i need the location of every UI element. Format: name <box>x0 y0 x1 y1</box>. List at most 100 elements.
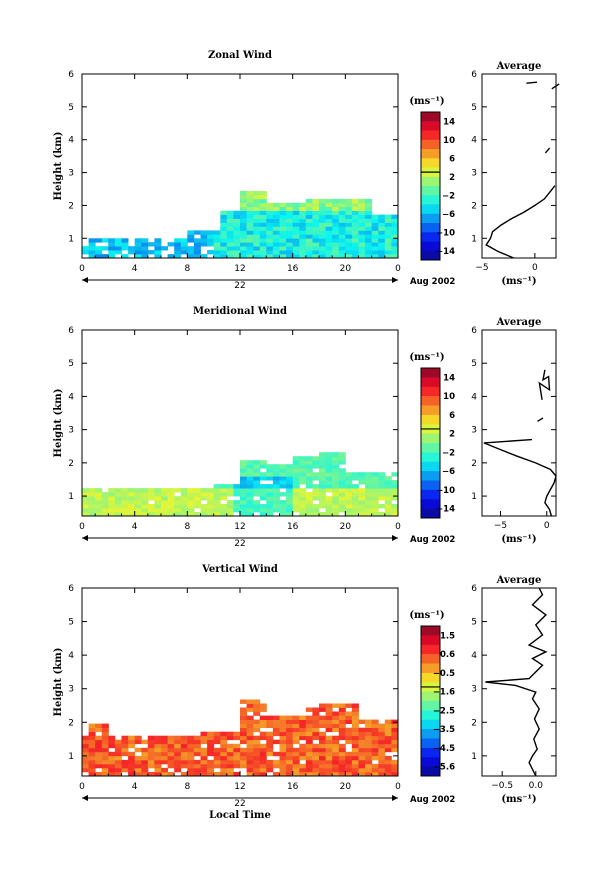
heat-cell <box>82 743 89 749</box>
colorbar-tick-label: −3.5 <box>433 725 455 735</box>
heat-cell <box>325 242 333 247</box>
heat-cell <box>319 456 326 461</box>
heat-cell <box>253 703 261 708</box>
heat-cell <box>101 772 109 777</box>
heat-cell <box>299 488 307 493</box>
heat-cell <box>358 472 366 477</box>
heat-cell <box>141 246 149 251</box>
heat-cell <box>365 719 373 724</box>
heat-cell <box>147 496 155 501</box>
colorbar-segment <box>421 672 440 683</box>
heat-cell <box>272 484 280 489</box>
heat-cell <box>286 735 294 741</box>
heat-cell <box>246 747 254 753</box>
heat-cell <box>384 504 392 509</box>
heat-cell <box>128 772 136 777</box>
heat-cell <box>240 723 247 728</box>
heat-cell <box>147 242 155 247</box>
heat-cell <box>351 727 359 733</box>
heat-cell <box>305 496 313 501</box>
heat-cell <box>319 512 326 517</box>
heat-cell <box>246 759 254 765</box>
heat-cell <box>358 500 366 505</box>
heat-cell <box>358 496 366 501</box>
heat-cell <box>88 246 96 251</box>
heat-cell <box>325 234 333 239</box>
heat-cell <box>345 198 353 204</box>
heat-cell <box>371 743 379 749</box>
heat-cell <box>319 452 326 457</box>
heat-cell <box>114 512 122 517</box>
heat-cell <box>338 488 346 493</box>
heat-cell <box>161 755 168 761</box>
heat-cell <box>312 202 320 208</box>
heat-cell <box>101 747 109 753</box>
heat-cell <box>292 731 300 737</box>
heat-cell <box>371 472 379 477</box>
heat-cell <box>338 246 346 251</box>
heat-cell <box>213 254 221 259</box>
heat-cell <box>312 731 320 737</box>
heat-cell <box>174 500 182 505</box>
heat-cell <box>299 238 307 243</box>
heat-cell <box>299 480 307 485</box>
heat-cell <box>378 242 386 247</box>
heat-cell <box>358 512 366 517</box>
heat-cell <box>325 246 333 251</box>
heat-cell <box>286 755 294 761</box>
heat-cell <box>101 755 109 761</box>
heat-cell <box>305 246 313 251</box>
heat-cell <box>193 500 201 505</box>
heat-cell <box>266 512 274 517</box>
heat-cell <box>134 508 142 513</box>
heat-cell <box>332 218 340 223</box>
heat-cell <box>193 246 201 251</box>
heat-cell <box>220 234 228 239</box>
average-profile-segment <box>538 369 551 400</box>
heat-cell <box>187 500 195 505</box>
heat-cell <box>272 715 280 720</box>
heat-cell <box>246 222 254 227</box>
heat-cell <box>272 500 280 505</box>
y-axis-label: Height (km) <box>53 389 64 458</box>
heat-cell <box>174 755 182 761</box>
heat-cell <box>325 727 333 733</box>
day-axis-arrow <box>392 277 398 283</box>
heat-cell <box>128 743 136 749</box>
heat-cell <box>279 238 287 243</box>
heat-cell <box>147 508 155 513</box>
heat-cell <box>292 496 300 501</box>
heat-cell <box>95 512 103 517</box>
heat-cell <box>332 735 340 741</box>
x-tick-label: 20 <box>340 522 352 532</box>
y-tick-label: 5 <box>68 359 74 369</box>
heat-cell <box>351 512 359 517</box>
heat-cell <box>240 226 247 231</box>
heat-cell <box>384 727 392 733</box>
heat-cell <box>305 226 313 231</box>
heat-cell <box>226 492 234 497</box>
heat-cell <box>114 747 122 753</box>
colorbar-tick-label: 6 <box>449 411 455 421</box>
heat-cell <box>365 480 373 485</box>
heat-cell <box>134 763 142 769</box>
heat-cell <box>305 456 313 461</box>
heat-cell <box>193 496 201 501</box>
heat-cell <box>240 206 247 211</box>
heat-cell <box>187 767 195 773</box>
heat-cell <box>246 480 254 485</box>
heat-cell <box>305 230 313 235</box>
heat-cell <box>213 739 221 745</box>
heat-cell <box>220 512 228 517</box>
heat-cell <box>108 238 116 243</box>
heat-cell <box>259 488 267 493</box>
heat-cell <box>108 242 116 247</box>
heat-cell <box>345 480 353 485</box>
heat-cell <box>240 472 247 477</box>
heat-cell <box>371 496 379 501</box>
heat-cell <box>141 492 149 497</box>
heat-cell <box>259 472 267 477</box>
average-x-label: (ms⁻¹) <box>501 534 536 545</box>
heat-cell <box>365 484 373 489</box>
